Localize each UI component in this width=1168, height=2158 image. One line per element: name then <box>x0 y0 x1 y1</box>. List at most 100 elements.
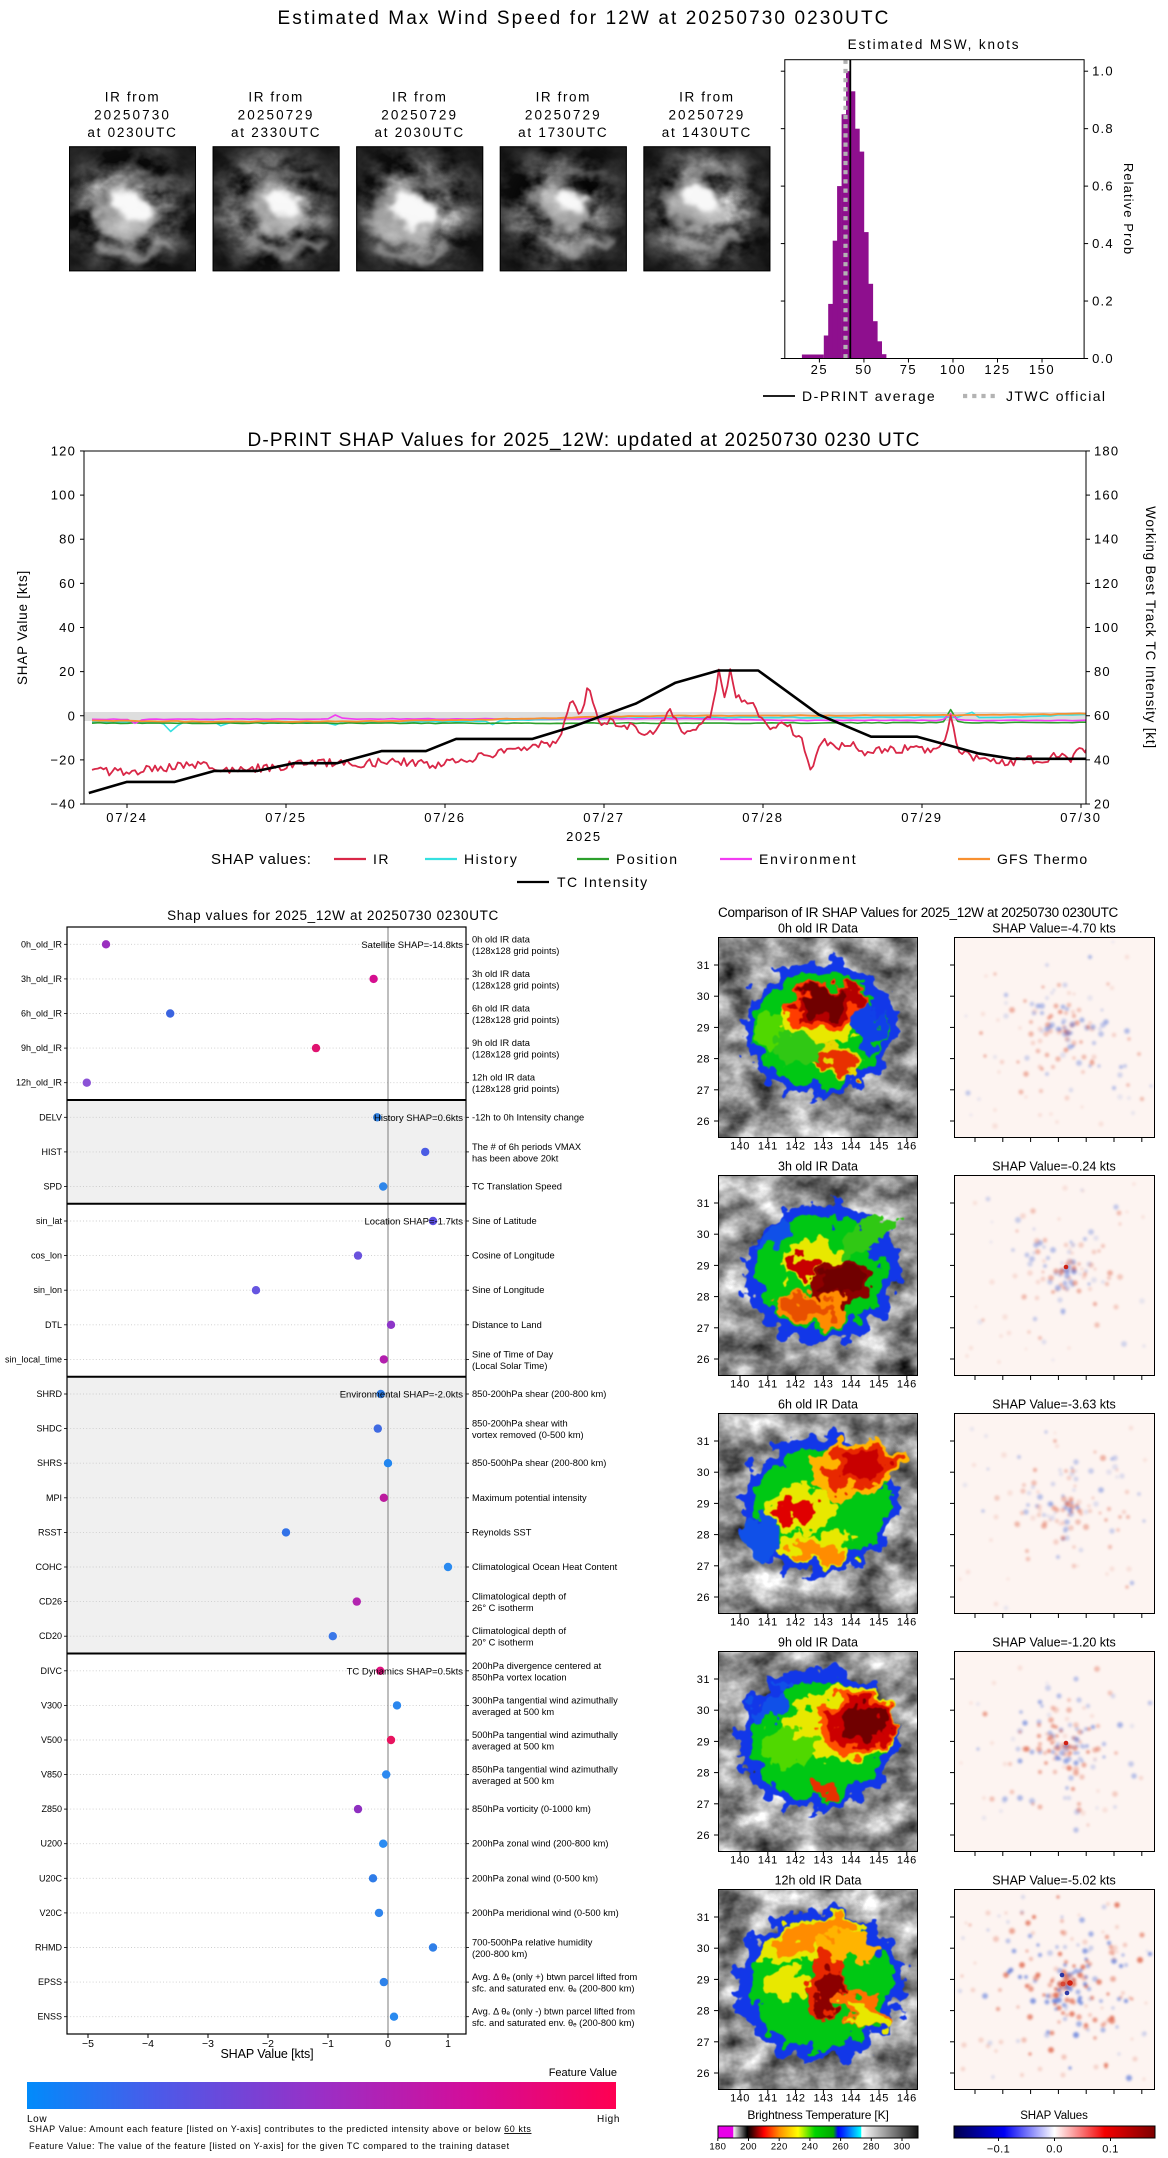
svg-text:sfc. and saturated env. θₑ (20: sfc. and saturated env. θₑ (200-800 km) <box>472 1984 634 1994</box>
svg-text:180: 180 <box>1094 443 1119 458</box>
svg-text:at 1430UTC: at 1430UTC <box>662 125 752 140</box>
svg-text:V500: V500 <box>41 1735 62 1745</box>
svg-text:100: 100 <box>51 488 76 503</box>
svg-text:6h old IR Data: 6h old IR Data <box>778 1398 858 1412</box>
svg-text:COHC: COHC <box>36 1562 63 1572</box>
svg-text:U200: U200 <box>40 1839 62 1849</box>
svg-text:SHAP Value [kts]: SHAP Value [kts] <box>15 570 30 685</box>
svg-text:U20C: U20C <box>39 1873 63 1883</box>
svg-text:146: 146 <box>897 1855 917 1867</box>
svg-text:1: 1 <box>445 2038 451 2050</box>
svg-text:20250729: 20250729 <box>238 108 315 123</box>
svg-text:3h old IR Data: 3h old IR Data <box>778 1160 858 1174</box>
svg-text:D-PRINT average: D-PRINT average <box>802 388 936 404</box>
svg-text:The # of 6h periods VMAX: The # of 6h periods VMAX <box>472 1142 581 1152</box>
svg-text:9h_old_IR: 9h_old_IR <box>21 1043 63 1053</box>
svg-text:V20C: V20C <box>39 1908 62 1918</box>
svg-text:140: 140 <box>730 1617 750 1629</box>
svg-text:120: 120 <box>1094 576 1119 591</box>
svg-text:Avg. Δ θₑ (only +) btwn parcel: Avg. Δ θₑ (only +) btwn parcel lifted fr… <box>472 1972 638 1982</box>
svg-text:27: 27 <box>697 2037 710 2049</box>
svg-text:20250729: 20250729 <box>525 108 602 123</box>
svg-text:−5: −5 <box>82 2038 94 2050</box>
svg-text:12h old IR data: 12h old IR data <box>472 1073 536 1083</box>
svg-text:50: 50 <box>855 362 872 377</box>
svg-text:Low: Low <box>27 2114 47 2125</box>
svg-text:Z850: Z850 <box>41 1804 62 1814</box>
svg-text:26: 26 <box>697 2068 710 2080</box>
svg-text:144: 144 <box>841 2093 861 2105</box>
svg-text:26: 26 <box>697 1592 710 1604</box>
svg-text:at 2030UTC: at 2030UTC <box>375 125 465 140</box>
svg-text:28: 28 <box>697 2006 710 2018</box>
svg-text:140: 140 <box>730 1141 750 1153</box>
svg-text:30: 30 <box>697 1705 710 1717</box>
svg-text:144: 144 <box>841 1141 861 1153</box>
svg-text:142: 142 <box>786 1617 806 1629</box>
svg-text:CD26: CD26 <box>39 1597 62 1607</box>
svg-text:125: 125 <box>984 362 1010 377</box>
svg-text:140: 140 <box>730 1855 750 1867</box>
svg-text:12h old IR Data: 12h old IR Data <box>775 1874 862 1888</box>
svg-text:31: 31 <box>697 960 710 972</box>
svg-text:300: 300 <box>894 2142 911 2153</box>
svg-text:700-500hPa relative humidity: 700-500hPa relative humidity <box>472 1938 593 1948</box>
svg-text:07/29: 07/29 <box>901 810 943 825</box>
svg-text:Distance to Land: Distance to Land <box>472 1320 542 1330</box>
svg-text:IR from: IR from <box>248 90 303 105</box>
svg-text:-12h to 0h Intensity change: -12h to 0h Intensity change <box>472 1112 584 1122</box>
svg-text:Maximum potential intensity: Maximum potential intensity <box>472 1493 587 1503</box>
svg-text:Comparison of IR SHAP Values f: Comparison of IR SHAP Values for 2025_12… <box>718 905 1118 920</box>
svg-text:28: 28 <box>697 1054 710 1066</box>
svg-text:220: 220 <box>771 2142 788 2153</box>
svg-text:141: 141 <box>758 1617 778 1629</box>
svg-text:−4: −4 <box>142 2038 154 2050</box>
svg-text:142: 142 <box>786 1855 806 1867</box>
svg-text:30: 30 <box>697 991 710 1003</box>
svg-text:DTL: DTL <box>45 1320 62 1330</box>
svg-text:26: 26 <box>697 1354 710 1366</box>
svg-text:(128x128 grid points): (128x128 grid points) <box>472 1050 559 1060</box>
svg-text:Shap values for 2025_12W at 20: Shap values for 2025_12W at 20250730 023… <box>167 908 499 923</box>
svg-text:142: 142 <box>786 2093 806 2105</box>
svg-text:143: 143 <box>813 2093 833 2105</box>
svg-text:40: 40 <box>1094 752 1111 767</box>
svg-text:SHAP Value=-3.63 kts: SHAP Value=-3.63 kts <box>992 1398 1116 1412</box>
svg-text:20: 20 <box>59 664 76 679</box>
svg-text:143: 143 <box>813 1141 833 1153</box>
svg-text:Environmental SHAP=-2.0kts: Environmental SHAP=-2.0kts <box>340 1390 464 1401</box>
svg-text:200hPa zonal wind (0-500 km): 200hPa zonal wind (0-500 km) <box>472 1873 598 1883</box>
svg-text:850hPa vortex location: 850hPa vortex location <box>472 1672 567 1682</box>
svg-text:260: 260 <box>832 2142 849 2153</box>
svg-text:143: 143 <box>813 1855 833 1867</box>
svg-text:142: 142 <box>786 1141 806 1153</box>
svg-text:29: 29 <box>697 1022 710 1034</box>
svg-text:SHAP Value=-1.20 kts: SHAP Value=-1.20 kts <box>992 1636 1116 1650</box>
svg-text:26: 26 <box>697 1116 710 1128</box>
svg-text:28: 28 <box>697 1530 710 1542</box>
svg-text:26: 26 <box>697 1830 710 1842</box>
svg-text:IR: IR <box>373 851 390 867</box>
svg-text:140: 140 <box>1094 532 1119 547</box>
svg-text:at 2330UTC: at 2330UTC <box>231 125 321 140</box>
svg-text:0h_old_IR: 0h_old_IR <box>21 939 63 949</box>
svg-text:Cosine of Longitude: Cosine of Longitude <box>472 1251 555 1261</box>
svg-text:160: 160 <box>1094 488 1119 503</box>
svg-text:146: 146 <box>897 1617 917 1629</box>
svg-text:Feature Value: Feature Value <box>549 2067 617 2079</box>
svg-text:6h_old_IR: 6h_old_IR <box>21 1009 63 1019</box>
svg-text:27: 27 <box>697 1323 710 1335</box>
svg-text:SHAP Value=-5.02 kts: SHAP Value=-5.02 kts <box>992 1874 1116 1888</box>
svg-text:CD20: CD20 <box>39 1631 62 1641</box>
svg-text:31: 31 <box>697 1436 710 1448</box>
svg-text:12h_old_IR: 12h_old_IR <box>16 1078 63 1088</box>
svg-text:0: 0 <box>385 2038 391 2050</box>
svg-text:100: 100 <box>1094 620 1119 635</box>
svg-text:History: History <box>464 851 518 867</box>
svg-text:144: 144 <box>841 1379 861 1391</box>
svg-text:27: 27 <box>697 1799 710 1811</box>
svg-text:0.8: 0.8 <box>1092 121 1114 136</box>
svg-text:9h old IR Data: 9h old IR Data <box>778 1636 858 1650</box>
svg-text:200: 200 <box>740 2142 757 2153</box>
svg-text:30: 30 <box>697 1467 710 1479</box>
